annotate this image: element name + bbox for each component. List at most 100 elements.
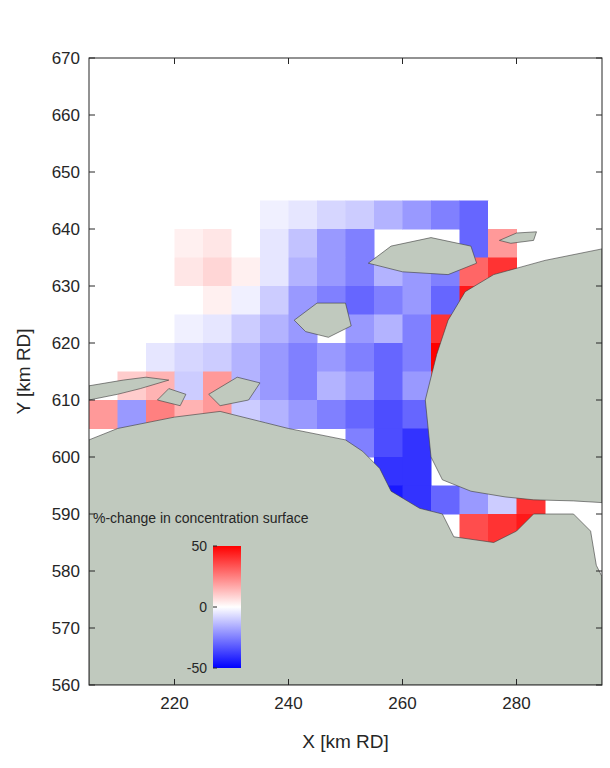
- cell: [232, 343, 261, 372]
- cell: [118, 201, 147, 230]
- x-axis-label: X [km RD]: [302, 731, 389, 752]
- cell: [232, 315, 261, 344]
- cell: [374, 201, 403, 230]
- colorbar-tick: [213, 546, 217, 547]
- cell: [118, 315, 147, 344]
- cell: [232, 258, 261, 287]
- colorbar-title: %-change in concentration surface: [93, 510, 309, 526]
- cell: [89, 343, 118, 372]
- colorbar-tick: [213, 668, 217, 669]
- cell: [175, 286, 204, 315]
- cell: [260, 258, 289, 287]
- cell: [346, 315, 375, 344]
- y-tick: [596, 628, 602, 629]
- colorbar-tick: [213, 607, 217, 608]
- y-tick: [89, 343, 95, 344]
- cell: [175, 315, 204, 344]
- cell: [175, 229, 204, 258]
- y-tick-label: 560: [52, 676, 80, 695]
- cell: [403, 286, 432, 315]
- cell: [374, 400, 403, 429]
- cell: [260, 343, 289, 372]
- cell: [89, 229, 118, 258]
- cell: [574, 201, 603, 230]
- cell: [118, 343, 147, 372]
- y-tick: [596, 58, 602, 59]
- x-tick-label: 220: [160, 694, 188, 713]
- cell: [431, 486, 460, 515]
- y-tick: [89, 229, 95, 230]
- land-polygon: [209, 377, 260, 406]
- cell: [146, 258, 175, 287]
- land-polygon: [294, 303, 351, 337]
- cell: [260, 201, 289, 230]
- colorbar-tick-label: -50: [187, 660, 207, 676]
- y-tick: [596, 514, 602, 515]
- cell: [232, 286, 261, 315]
- x-tick: [288, 679, 289, 685]
- cell: [403, 429, 432, 458]
- cell: [232, 229, 261, 258]
- cell: [289, 372, 318, 401]
- plot-frame: [89, 58, 602, 685]
- cell: [460, 201, 489, 230]
- y-tick-label: 640: [52, 220, 80, 239]
- land-polygon: [499, 232, 536, 244]
- cell: [488, 229, 517, 258]
- y-tick: [89, 115, 95, 116]
- x-tick-label: 240: [274, 694, 302, 713]
- y-tick: [596, 571, 602, 572]
- cell: [89, 400, 118, 429]
- cell: [146, 286, 175, 315]
- cell: [403, 343, 432, 372]
- cell: [232, 201, 261, 230]
- cell: [317, 201, 346, 230]
- y-tick: [89, 58, 95, 59]
- cell: [403, 457, 432, 486]
- cell: [118, 286, 147, 315]
- land: [89, 232, 602, 685]
- y-tick-label: 670: [52, 49, 80, 68]
- y-tick: [596, 685, 602, 686]
- cell: [289, 201, 318, 230]
- x-tick: [174, 679, 175, 685]
- cell: [374, 372, 403, 401]
- x-tick: [288, 58, 289, 64]
- x-tick-label: 280: [502, 694, 530, 713]
- cell: [175, 258, 204, 287]
- y-tick: [596, 115, 602, 116]
- cell: [203, 315, 232, 344]
- cell: [346, 400, 375, 429]
- x-tick: [516, 58, 517, 64]
- land-polygon: [157, 389, 186, 406]
- cell: [317, 258, 346, 287]
- plot-area: [89, 201, 602, 686]
- y-tick: [89, 457, 95, 458]
- land-polygon: [425, 249, 602, 503]
- cell: [289, 258, 318, 287]
- cell: [403, 201, 432, 230]
- y-tick: [89, 628, 95, 629]
- y-tick-label: 590: [52, 505, 80, 524]
- cell: [374, 429, 403, 458]
- y-tick-label: 580: [52, 562, 80, 581]
- y-tick-label: 620: [52, 334, 80, 353]
- cell: [203, 229, 232, 258]
- y-tick: [89, 172, 95, 173]
- cell: [317, 372, 346, 401]
- cell: [89, 258, 118, 287]
- y-tick: [89, 685, 95, 686]
- cell: [118, 258, 147, 287]
- y-tick: [596, 400, 602, 401]
- cell: [403, 315, 432, 344]
- cell: [260, 286, 289, 315]
- cell: [374, 343, 403, 372]
- y-tick: [89, 286, 95, 287]
- y-tick: [89, 571, 95, 572]
- y-tick: [596, 343, 602, 344]
- cell: [260, 372, 289, 401]
- cell: [175, 201, 204, 230]
- y-tick-label: 570: [52, 619, 80, 638]
- y-tick-label: 630: [52, 277, 80, 296]
- cell: [346, 201, 375, 230]
